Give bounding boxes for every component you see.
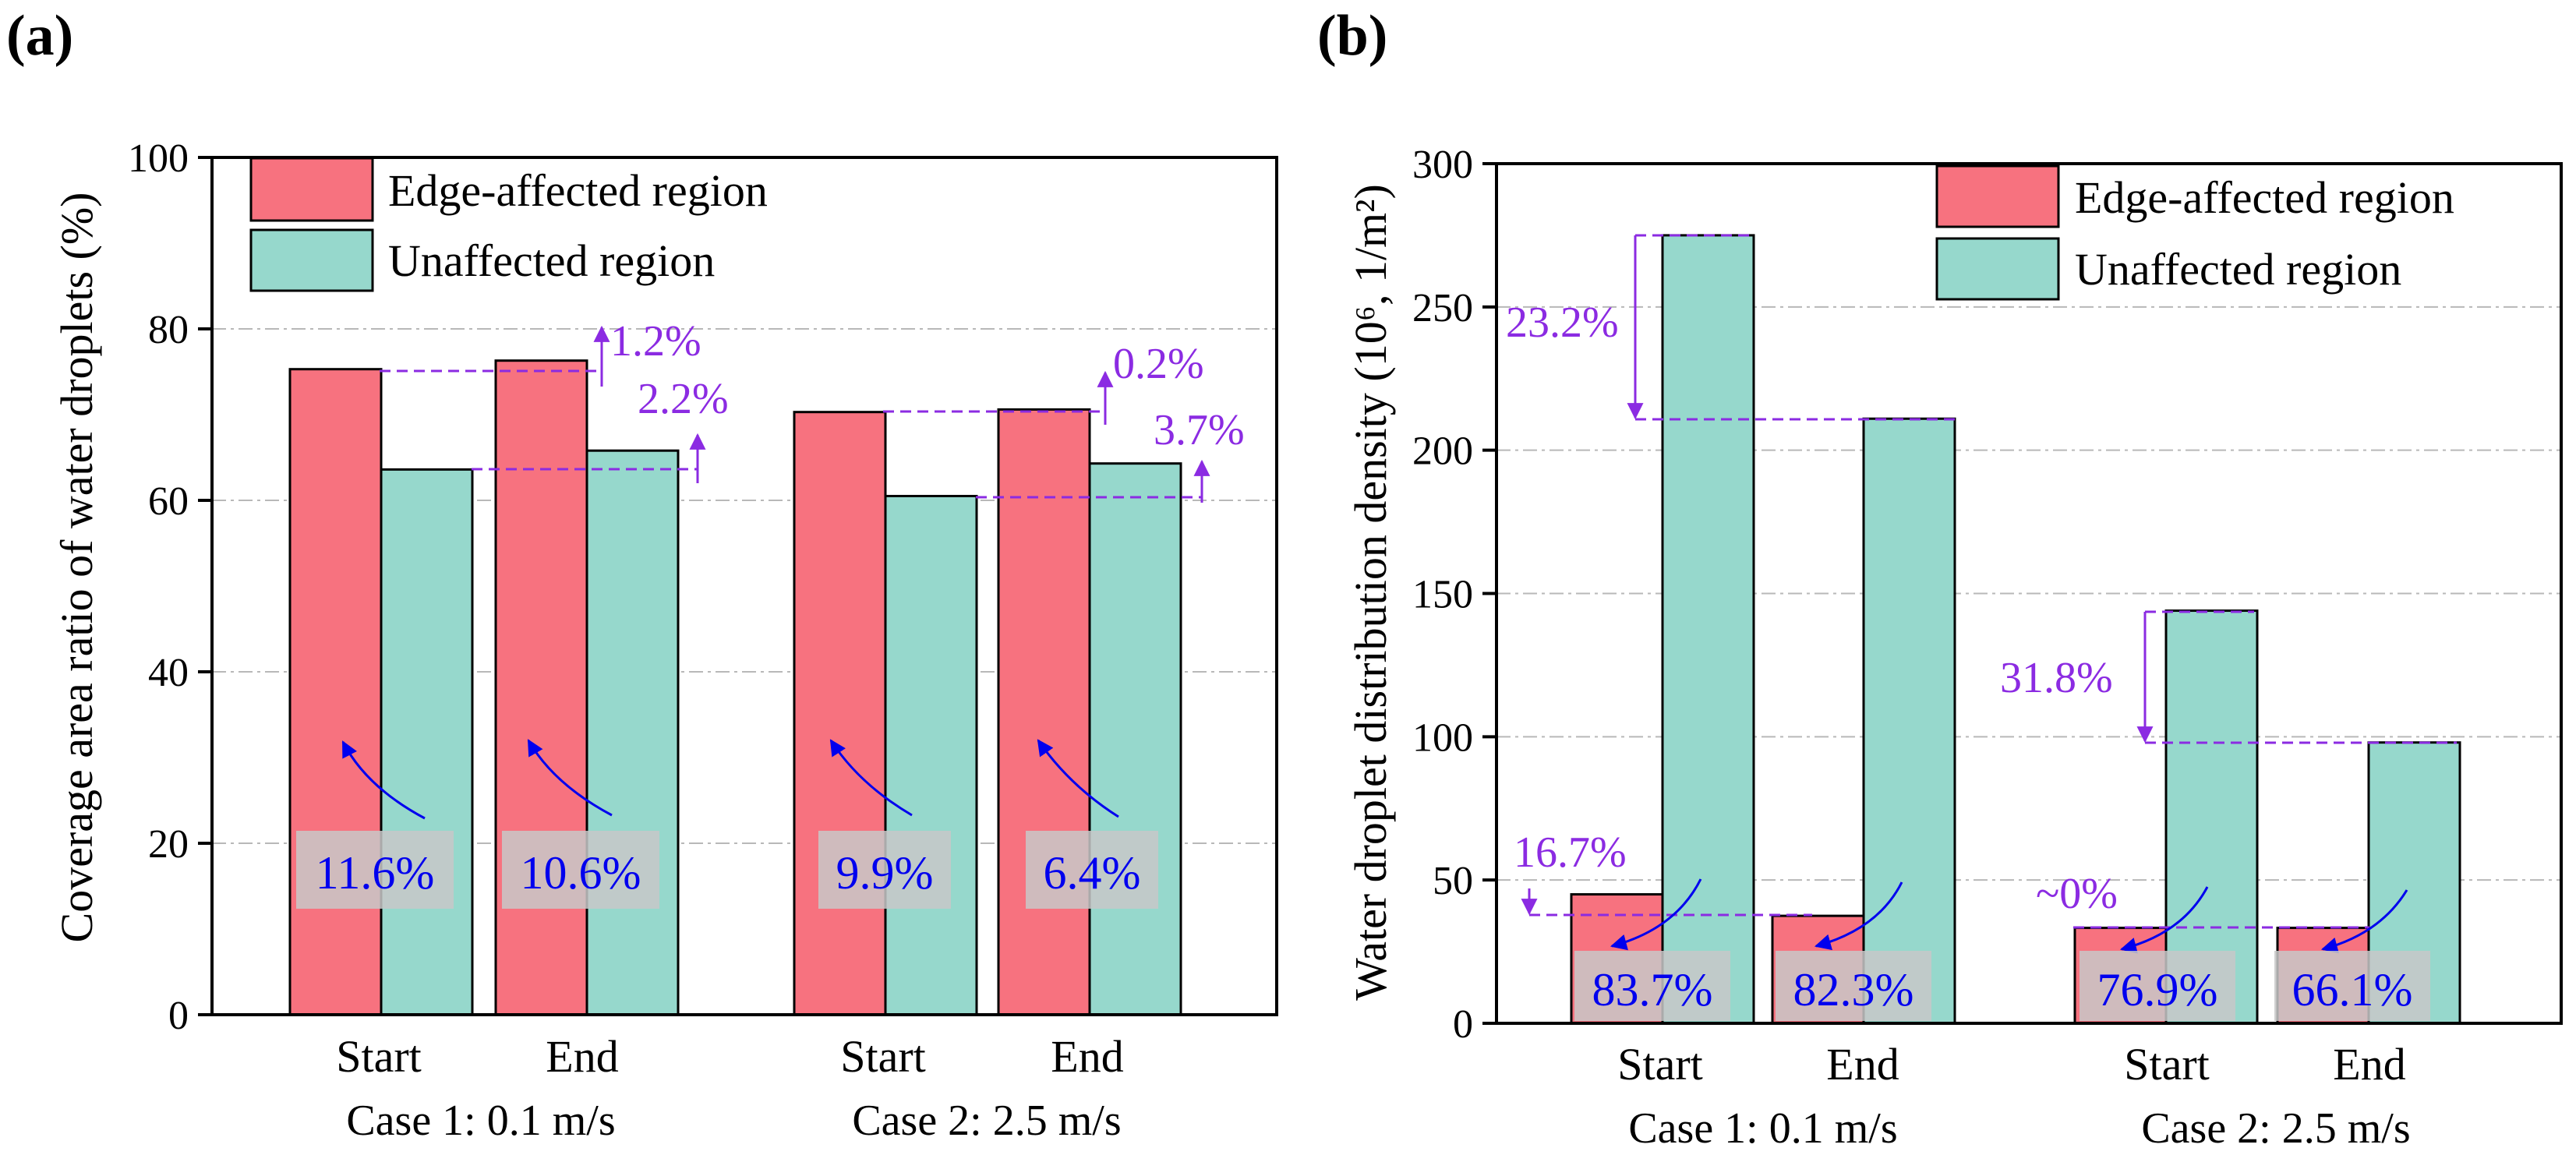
b-curve-arrow-3 <box>2119 886 2209 954</box>
b-y-tick-label: 150 <box>1412 573 1473 617</box>
a-y-tick-label: 0 <box>168 994 189 1038</box>
panel-b-x-axis: Start End Start End Case 1: 0.1 m/s Case… <box>1617 1039 2410 1153</box>
panel-b-label: (b) <box>1317 4 1387 68</box>
panel-a-change-annotations: 1.2% 2.2% 0.2% 3.7% <box>380 317 1245 503</box>
panel-b-y-axis: 0 50 100 150 200 250 300 <box>1412 143 1496 1047</box>
b-change-label-1: 23.2% <box>1506 298 1619 347</box>
b-change-label-4: ~0% <box>2036 870 2118 918</box>
b-y-tick-label: 300 <box>1412 143 1473 187</box>
legend-label-edge: Edge-affected region <box>388 165 768 216</box>
panel-b-cat-3: Start <box>2124 1039 2210 1090</box>
panel-a-ylabel: Coverage area ratio of water droplets (%… <box>51 192 102 943</box>
legend-swatch-edge <box>249 157 374 222</box>
panel-a-difference-annotations: 11.6% 10.6% 9.9% 6.4% <box>296 739 1158 909</box>
a-bar-edge-4 <box>997 408 1091 1016</box>
panel-a-cat-4: End <box>1051 1031 1123 1082</box>
b-diff-label-3: 76.9% <box>2097 964 2218 1015</box>
b-diff-box-2 <box>1776 951 1931 1021</box>
panel-b-group-2: Case 2: 2.5 m/s <box>2141 1104 2410 1153</box>
legend-label-edge: Edge-affected region <box>2075 172 2454 223</box>
legend-swatch-unaffected <box>1935 237 2060 301</box>
panel-a-x-axis: Start End Start End Case 1: 0.1 m/s Case… <box>336 1031 1123 1145</box>
b-curve-arrow-4 <box>2320 889 2408 954</box>
b-diff-box-1 <box>1574 951 1730 1021</box>
panel-b-legend: Edge-affected region Unaffected region <box>1935 164 2454 301</box>
a-diff-label-1: 11.6% <box>316 847 435 899</box>
b-curve-arrow-2 <box>1814 881 1903 951</box>
a-y-tick-label: 100 <box>128 136 189 181</box>
a-change-label-4: 3.7% <box>1154 406 1245 454</box>
panel-b-cat-2: End <box>1826 1039 1899 1090</box>
a-diff-box-1 <box>296 831 454 909</box>
panel-a-y-axis: 0 20 40 60 80 100 <box>128 136 212 1038</box>
a-diff-box-2 <box>502 831 659 909</box>
a-curve-arrow-4 <box>1037 739 1119 818</box>
legend-swatch-unaffected <box>249 228 374 292</box>
b-bar-unaffected-1 <box>1661 234 1755 1025</box>
panel-b-group-1: Case 1: 0.1 m/s <box>1628 1104 1897 1153</box>
a-diff-label-2: 10.6% <box>521 847 641 899</box>
legend-swatch-edge <box>1935 164 2060 228</box>
legend-label-unaffected: Unaffected region <box>2075 244 2401 295</box>
a-diff-label-4: 6.4% <box>1044 847 1141 899</box>
a-curve-arrow-3 <box>829 739 913 817</box>
panel-a-cat-2: End <box>546 1031 618 1082</box>
panel-a-bars <box>288 359 1182 1016</box>
a-diff-label-3: 9.9% <box>836 847 934 899</box>
b-diff-label-2: 82.3% <box>1793 964 1914 1015</box>
panel-a-group-2: Case 2: 2.5 m/s <box>852 1097 1121 1145</box>
panel-a-label: (a) <box>6 4 73 68</box>
legend-label-unaffected: Unaffected region <box>388 235 715 286</box>
b-y-tick-label: 50 <box>1433 859 1473 903</box>
a-bar-edge-1 <box>288 368 383 1016</box>
panel-b-cat-1: Start <box>1617 1039 1703 1090</box>
a-bar-edge-2 <box>494 359 588 1016</box>
b-y-tick-label: 250 <box>1412 286 1473 330</box>
a-bar-edge-3 <box>793 411 887 1016</box>
a-diff-box-4 <box>1026 831 1158 909</box>
a-change-label-3: 0.2% <box>1113 340 1204 388</box>
a-bar-unaffected-3 <box>884 495 978 1016</box>
a-change-label-2: 2.2% <box>638 375 729 423</box>
panel-a-cat-1: Start <box>336 1031 422 1082</box>
b-y-tick-label: 200 <box>1412 429 1473 474</box>
a-bar-unaffected-4 <box>1088 462 1182 1016</box>
panel-b-bars <box>1570 234 2461 1025</box>
b-bar-unaffected-2 <box>1862 417 1956 1025</box>
panel-b-difference-annotations: 83.7% 82.3% 76.9% 66.1% <box>1574 878 2430 1021</box>
b-diff-label-4: 66.1% <box>2292 964 2413 1015</box>
a-y-tick-label: 40 <box>148 651 189 695</box>
panel-b-ylabel: Water droplet distribution density (10⁶,… <box>1345 184 1396 1001</box>
panel-a-legend: Edge-affected region Unaffected region <box>249 157 768 292</box>
b-y-tick-label: 100 <box>1412 715 1473 760</box>
a-change-label-1: 1.2% <box>610 317 701 366</box>
a-diff-box-3 <box>818 831 951 909</box>
b-y-tick-label: 0 <box>1453 1002 1473 1047</box>
panel-a-cat-3: Start <box>840 1031 926 1082</box>
a-y-tick-label: 60 <box>148 479 189 524</box>
panel-a: (a) Coverage area ratio of water droplet… <box>6 4 1278 1145</box>
b-curve-arrow-1 <box>1610 878 1702 951</box>
b-change-label-2: 31.8% <box>2000 654 2113 702</box>
a-bar-unaffected-1 <box>380 468 474 1016</box>
b-change-label-3: 16.7% <box>1514 828 1627 877</box>
a-y-tick-label: 80 <box>148 308 189 352</box>
a-curve-arrow-1 <box>341 740 426 820</box>
panel-b-cat-4: End <box>2333 1039 2405 1090</box>
panel-b-plot-frame <box>1495 162 2563 1025</box>
panel-a-group-1: Case 1: 0.1 m/s <box>346 1097 615 1145</box>
panel-a-plot-frame <box>210 156 1278 1016</box>
b-diff-box-4 <box>2274 951 2430 1021</box>
panel-b-change-annotations: 23.2% 31.8% 16.7% ~0% <box>1506 234 2457 929</box>
a-y-tick-label: 20 <box>148 822 189 867</box>
a-bar-unaffected-2 <box>585 449 680 1016</box>
panel-b: (b) Water droplet distribution density (… <box>1317 4 2563 1153</box>
b-diff-box-3 <box>2080 951 2235 1021</box>
b-diff-label-1: 83.7% <box>1592 964 1713 1015</box>
a-curve-arrow-2 <box>527 739 613 817</box>
